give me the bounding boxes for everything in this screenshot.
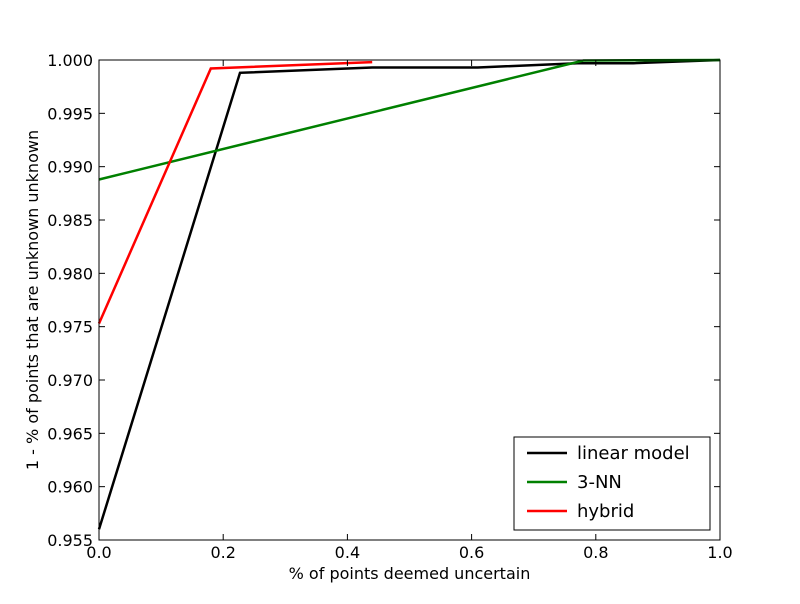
x-tick-label: 0.2 <box>210 543 235 562</box>
legend-label-hybrid: hybrid <box>577 501 634 522</box>
plot-frame <box>98 59 721 541</box>
y-tick-label: 0.985 <box>47 211 93 230</box>
y-tick-label: 0.980 <box>47 264 93 283</box>
y-axis-label: 1 - % of points that are unknown unknown <box>23 130 42 470</box>
series-line-linear-model <box>97 58 721 530</box>
y-tick-label: 0.965 <box>47 424 93 443</box>
y-tick-label: 0.970 <box>47 371 93 390</box>
y-tick-label: 1.000 <box>47 51 93 70</box>
y-tick-label: 0.995 <box>47 104 93 123</box>
x-tick-label: 0.0 <box>86 543 111 562</box>
x-tick-label: 0.8 <box>583 543 608 562</box>
y-tick-label: 0.955 <box>47 531 93 550</box>
x-tick-label: 0.6 <box>459 543 484 562</box>
y-tick-label: 0.960 <box>47 478 93 497</box>
legend-label-linear-model: linear model <box>577 443 690 464</box>
series-line-3-nn <box>98 58 721 181</box>
series-line-hybrid <box>97 60 373 325</box>
x-axis-label: % of points deemed uncertain <box>289 564 531 583</box>
ticks-layer: 0.0 0.2 0.4 0.6 0.8 1.0 0.955 0.960 0.965 0.970 0.… <box>47 51 733 562</box>
x-tick-label: 1.0 <box>707 543 732 562</box>
y-tick-label: 0.975 <box>47 318 93 337</box>
x-tick-label: 0.4 <box>335 543 360 562</box>
legend: linear model 3-NN hybrid <box>513 436 711 531</box>
legend-label-3-nn: 3-NN <box>577 472 622 493</box>
y-tick-label: 0.990 <box>47 158 93 177</box>
